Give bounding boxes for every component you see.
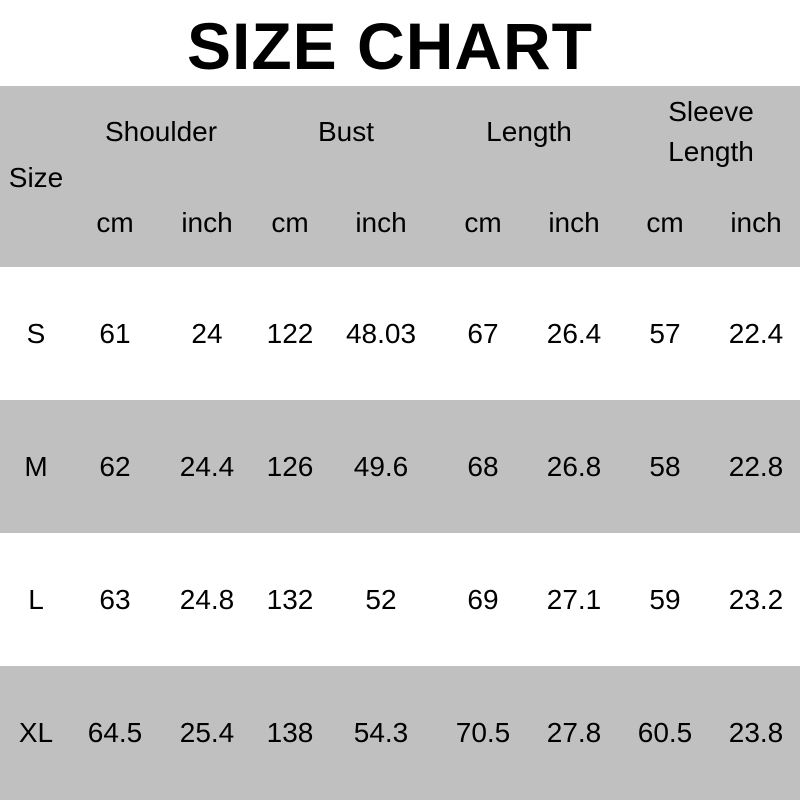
value-cell: 24 <box>191 318 223 349</box>
unit-header: inch <box>181 207 233 238</box>
value-cell: 23.8 <box>728 717 784 748</box>
value-cell: 69 <box>467 584 499 615</box>
value-cell: 57 <box>649 318 681 349</box>
value-cell: 58 <box>649 451 681 482</box>
column-group-header: Bust <box>317 116 375 147</box>
value-cell: 49.6 <box>353 451 409 482</box>
size-cell: M <box>24 451 48 482</box>
value-cell: 60.5 <box>637 717 693 748</box>
size-cell: S <box>26 318 46 349</box>
table-row: S 61 24 122 48.03 67 26.4 57 22.4 <box>0 267 800 400</box>
value-cell: 68 <box>467 451 499 482</box>
unit-header: cm <box>96 207 134 238</box>
value-cell: 48.03 <box>345 318 417 349</box>
unit-header: cm <box>271 207 309 238</box>
table-row: M 62 24.4 126 49.6 68 26.8 58 22.8 <box>0 400 800 533</box>
value-cell: 22.4 <box>728 318 784 349</box>
column-group-header: Length <box>486 116 572 147</box>
table-row: XL 64.5 25.4 138 54.3 70.5 27.8 60.5 23.8 <box>0 666 800 800</box>
value-cell: 27.1 <box>546 584 602 615</box>
unit-header: inch <box>730 207 782 238</box>
value-cell: 61 <box>99 318 131 349</box>
value-cell: 122 <box>266 318 314 349</box>
value-cell: 52 <box>365 584 397 615</box>
value-cell: 26.8 <box>546 451 602 482</box>
value-cell: 24.4 <box>179 451 235 482</box>
value-cell: 64.5 <box>87 717 143 748</box>
value-cell: 54.3 <box>353 717 409 748</box>
column-group-header: Sleeve <box>668 96 754 127</box>
value-cell: 67 <box>467 318 499 349</box>
unit-header: cm <box>464 207 502 238</box>
value-cell: 132 <box>266 584 314 615</box>
value-cell: 138 <box>266 717 314 748</box>
column-group-header: Length <box>668 136 754 167</box>
value-cell: 22.8 <box>728 451 784 482</box>
value-cell: 62 <box>99 451 131 482</box>
size-cell: L <box>28 584 44 615</box>
value-cell: 70.5 <box>455 717 511 748</box>
table-header <box>0 86 800 267</box>
value-cell: 126 <box>266 451 314 482</box>
size-cell: XL <box>18 717 54 748</box>
value-cell: 25.4 <box>179 717 235 748</box>
size-header: Size <box>8 162 64 193</box>
value-cell: 24.8 <box>179 584 235 615</box>
column-group-header: Shoulder <box>104 116 218 147</box>
unit-header: inch <box>548 207 600 238</box>
value-cell: 59 <box>649 584 681 615</box>
unit-header: inch <box>355 207 407 238</box>
value-cell: 63 <box>99 584 131 615</box>
value-cell: 27.8 <box>546 717 602 748</box>
value-cell: 26.4 <box>546 318 602 349</box>
table-row: L 63 24.8 132 52 69 27.1 59 23.2 <box>0 533 800 666</box>
unit-header: cm <box>646 207 684 238</box>
value-cell: 23.2 <box>728 584 784 615</box>
page-title: SIZE CHART <box>187 9 593 83</box>
